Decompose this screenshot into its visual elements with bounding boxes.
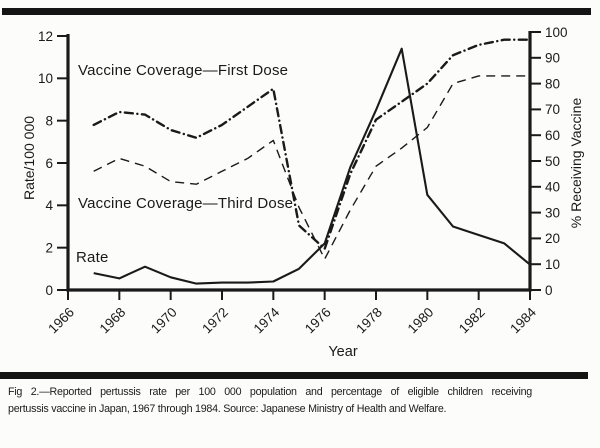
series-label-third-dose: Vaccine Coverage—Third Dose: [78, 195, 293, 212]
x-axis-tick-label: 1966: [45, 305, 77, 337]
left-axis-tick-label: 8: [45, 113, 53, 128]
left-axis-tick-label: 10: [38, 71, 53, 86]
x-axis-tick-label: 1970: [148, 305, 180, 337]
caption-line-2: pertussis vaccine in Japan, 1967 through…: [8, 403, 447, 415]
x-axis-tick-label: 1980: [405, 305, 437, 337]
series-line-vaccine-coverage-third-dose: [93, 75, 530, 260]
x-axis-tick-label: 1984: [507, 304, 539, 336]
series-line-vaccine-coverage-first-dose: [92, 38, 532, 250]
pertussis-figure-chart: 0 2 4 6 8 10 12 0 10 20 30 40 50 60 70 80 90 100 1966 1968 1…: [21, 25, 584, 360]
left-axis-tick-label: 0: [45, 283, 53, 298]
x-axis-tick-label: 1982: [456, 305, 488, 337]
x-axis-tick-label: 1976: [302, 305, 334, 337]
x-axis-tick-label: 1968: [97, 305, 129, 337]
journal-rule-top: [2, 8, 591, 15]
left-axis-tick-label: 6: [45, 156, 53, 171]
right-axis-tick-label: 80: [545, 76, 560, 91]
series-label-first-dose: Vaccine Coverage—First Dose: [78, 62, 288, 79]
x-axis-title: Year: [328, 344, 357, 360]
right-axis-title: % Receiving Vaccine: [568, 98, 584, 229]
series-label-rate: Rate: [76, 249, 109, 266]
right-axis-tick-label: 90: [545, 51, 560, 66]
right-axis-tick-label: 50: [545, 154, 560, 169]
figure-caption: Fig 2.—Reported pertussis rate per 100 0…: [8, 384, 532, 418]
right-axis-tick-label: 10: [545, 257, 560, 272]
left-axis-tick-label: 12: [38, 29, 53, 44]
right-axis-tick-label: 100: [545, 25, 568, 40]
left-axis-tick-label: 2: [45, 240, 53, 255]
right-axis-tick-label: 60: [545, 128, 560, 143]
left-axis-title: Rate/100 000: [21, 116, 37, 200]
left-axis-tick-label: 4: [45, 198, 53, 213]
right-axis-tick-label: 30: [545, 205, 560, 220]
x-axis-tick-label: 1974: [251, 304, 283, 336]
series-line-rate: [93, 47, 531, 285]
right-axis-tick-label: 70: [545, 102, 560, 117]
x-axis-tick-label: 1978: [353, 305, 385, 337]
right-axis-tick-label: 0: [545, 283, 553, 298]
x-axis-tick-label: 1972: [199, 305, 231, 337]
journal-rule-middle: [0, 372, 588, 379]
right-axis-tick-label: 20: [545, 231, 560, 246]
caption-line-1: Fig 2.—Reported pertussis rate per 100 0…: [8, 386, 532, 398]
right-axis-tick-label: 40: [545, 180, 560, 195]
